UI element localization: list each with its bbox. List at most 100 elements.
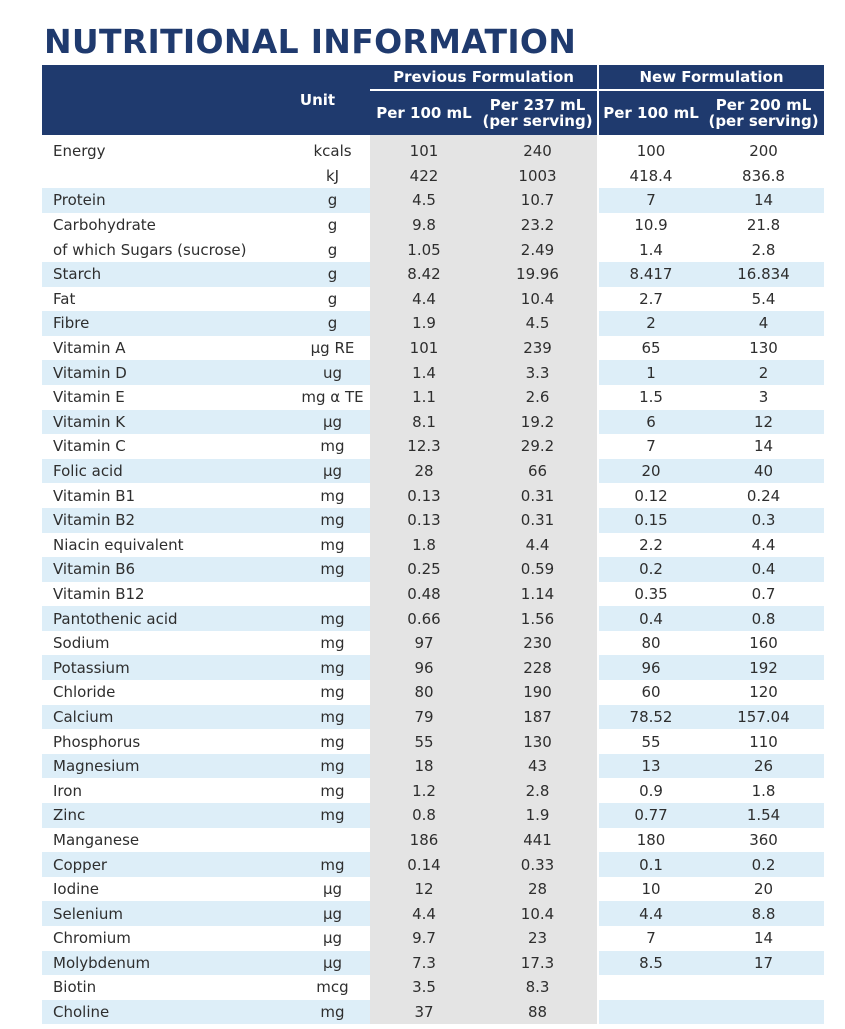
table-row: Vitamin A µg RE 101 239 65 130 bbox=[42, 335, 824, 361]
unit-cell: µg bbox=[322, 880, 343, 899]
new-per-serving-value: 17 bbox=[703, 950, 825, 976]
table-row: Calcium mg 79 187 78.52 157.04 bbox=[42, 704, 825, 730]
previous-per-100ml-value: 12.3 bbox=[370, 434, 478, 459]
unit-cell: mg bbox=[265, 507, 370, 533]
new-per-100ml-value: 0.15 bbox=[597, 507, 704, 533]
new-per-serving-value: 192 bbox=[703, 655, 825, 681]
new-per-100ml-value: 1.5 bbox=[597, 384, 704, 410]
new-per-serving-value: 1.8 bbox=[751, 781, 776, 800]
previous-per-100ml-value: 8.1 bbox=[370, 409, 478, 435]
previous-per-serving-value: 43 bbox=[478, 753, 599, 779]
table-row: Selenium µg 4.4 10.4 4.4 8.8 bbox=[42, 901, 825, 926]
nutrient-name: Chromium bbox=[53, 929, 131, 948]
table-row: Energy kcals 101 240 100 200 bbox=[42, 135, 824, 164]
unit-cell: mcg bbox=[316, 978, 349, 997]
unit-cell: mg bbox=[320, 486, 345, 505]
new-per-serving-value: 836.8 bbox=[742, 166, 785, 185]
new-per-serving-value: 110 bbox=[749, 732, 778, 751]
new-per-100ml-value: 0.9 bbox=[597, 778, 704, 804]
new-per-serving-value: 14 bbox=[753, 929, 774, 948]
new-per-serving-value: 1.54 bbox=[703, 803, 825, 828]
new-per-100ml-value: 0.4 bbox=[597, 606, 704, 631]
nutrient-name bbox=[42, 164, 265, 189]
nutrient-name: Vitamin K bbox=[42, 409, 265, 435]
table-row: Iron mg 1.2 2.8 0.9 1.8 bbox=[42, 778, 824, 804]
new-per-serving-value: 0.3 bbox=[703, 507, 825, 533]
previous-per-100ml-value: 422 bbox=[370, 163, 478, 189]
nutrition-table: Unit Previous Formulation New Formulatio… bbox=[42, 65, 825, 1025]
previous-per-serving-value: 23.2 bbox=[478, 212, 599, 238]
nutrient-name: Molybdenum bbox=[42, 950, 265, 976]
new-per-serving-value: 14 bbox=[753, 437, 774, 456]
new-per-100ml-header: Per 100 mL bbox=[597, 90, 704, 135]
new-per-serving-value: 4.4 bbox=[751, 535, 776, 554]
previous-per-100ml-value: 37 bbox=[370, 999, 478, 1025]
new-per-serving-value: 0.8 bbox=[703, 606, 825, 631]
new-per-serving-line2: (per serving) bbox=[708, 112, 819, 130]
previous-per-100ml-header: Per 100 mL bbox=[370, 90, 478, 135]
previous-per-serving-value: 4.4 bbox=[478, 532, 599, 558]
unit-cell: g bbox=[265, 188, 370, 213]
previous-per-100ml-value: 12 bbox=[370, 876, 478, 902]
new-per-100ml-value: 0.35 bbox=[597, 581, 704, 607]
page-title: NUTRITIONAL INFORMATION bbox=[44, 22, 577, 61]
unit-cell: mg bbox=[320, 535, 345, 554]
nutrient-name: Energy bbox=[53, 142, 106, 161]
previous-per-serving-value: 1.56 bbox=[478, 606, 599, 631]
previous-per-serving-value: 0.31 bbox=[478, 507, 599, 533]
unit-cell bbox=[265, 828, 370, 853]
nutrient-name: Niacin equivalent bbox=[53, 535, 184, 554]
nutrient-name: Vitamin E bbox=[53, 388, 125, 407]
nutrient-name: Fibre bbox=[42, 311, 265, 336]
new-per-serving-header: Per 200 mL (per serving) bbox=[703, 90, 825, 135]
nutrient-name: Vitamin B1 bbox=[53, 486, 136, 505]
new-per-100ml-value: 1 bbox=[597, 360, 704, 385]
previous-per-100ml-value: 101 bbox=[370, 335, 478, 361]
table-row: Vitamin C mg 12.3 29.2 7 14 bbox=[42, 434, 824, 459]
previous-per-100ml-value: 28 bbox=[370, 458, 478, 484]
unit-cell: mg bbox=[320, 437, 345, 456]
new-per-100ml-value: 6 bbox=[597, 409, 704, 435]
previous-per-100ml-value: 0.25 bbox=[370, 557, 478, 582]
previous-per-serving-value: 23 bbox=[478, 926, 599, 951]
previous-per-100ml-value: 1.9 bbox=[370, 311, 478, 336]
table-row: Chloride mg 80 190 60 120 bbox=[42, 680, 824, 705]
previous-per-serving-value: 441 bbox=[478, 827, 599, 853]
new-per-serving-value bbox=[703, 999, 825, 1025]
table-row: Potassium mg 96 228 96 192 bbox=[42, 655, 825, 681]
previous-per-serving-value: 1.14 bbox=[478, 581, 599, 607]
table-row: Vitamin B6 mg 0.25 0.59 0.2 0.4 bbox=[42, 557, 825, 582]
unit-cell: mg bbox=[265, 999, 370, 1025]
unit-cell: g bbox=[327, 216, 338, 235]
nutrient-name: of which Sugars (sucrose) bbox=[53, 240, 247, 259]
nutrient-name: Iron bbox=[53, 781, 82, 800]
previous-per-serving-value: 230 bbox=[478, 630, 599, 656]
unit-cell: kcals bbox=[313, 142, 352, 161]
new-per-100ml-value: 0.2 bbox=[597, 557, 704, 582]
previous-per-serving-value: 19.2 bbox=[478, 409, 599, 435]
previous-per-100ml-value: 9.7 bbox=[370, 926, 478, 951]
new-per-serving-value: 12 bbox=[703, 409, 825, 435]
table-row: Biotin mcg 3.5 8.3 bbox=[42, 975, 824, 1000]
new-per-100ml-value: 96 bbox=[597, 655, 704, 681]
previous-per-100ml-value: 80 bbox=[370, 680, 478, 705]
previous-per-serving-value: 0.33 bbox=[478, 852, 599, 877]
unit-cell: mg bbox=[265, 803, 370, 828]
previous-per-serving-value: 187 bbox=[478, 704, 599, 730]
new-per-100ml-value: 8.417 bbox=[597, 261, 704, 287]
previous-per-100ml-value: 96 bbox=[370, 655, 478, 681]
previous-per-100ml-value: 18 bbox=[370, 753, 478, 779]
previous-per-100ml-value: 1.2 bbox=[370, 778, 478, 804]
new-per-100ml-value: 4.4 bbox=[597, 901, 704, 926]
table-row: Chromium µg 9.7 23 7 14 bbox=[42, 926, 824, 951]
previous-per-100ml-value: 0.48 bbox=[370, 581, 478, 607]
new-per-serving-value: 0.7 bbox=[751, 584, 776, 603]
new-per-serving-value: 2 bbox=[703, 360, 825, 385]
new-per-serving-line1: Per 200 mL bbox=[715, 96, 812, 114]
nutrient-name: Biotin bbox=[53, 978, 97, 997]
table-row: Iodine µg 12 28 10 20 bbox=[42, 876, 824, 902]
new-per-100ml-value: 7 bbox=[597, 926, 704, 951]
nutrient-name: Vitamin C bbox=[53, 437, 126, 456]
unit-cell: mg bbox=[320, 781, 345, 800]
